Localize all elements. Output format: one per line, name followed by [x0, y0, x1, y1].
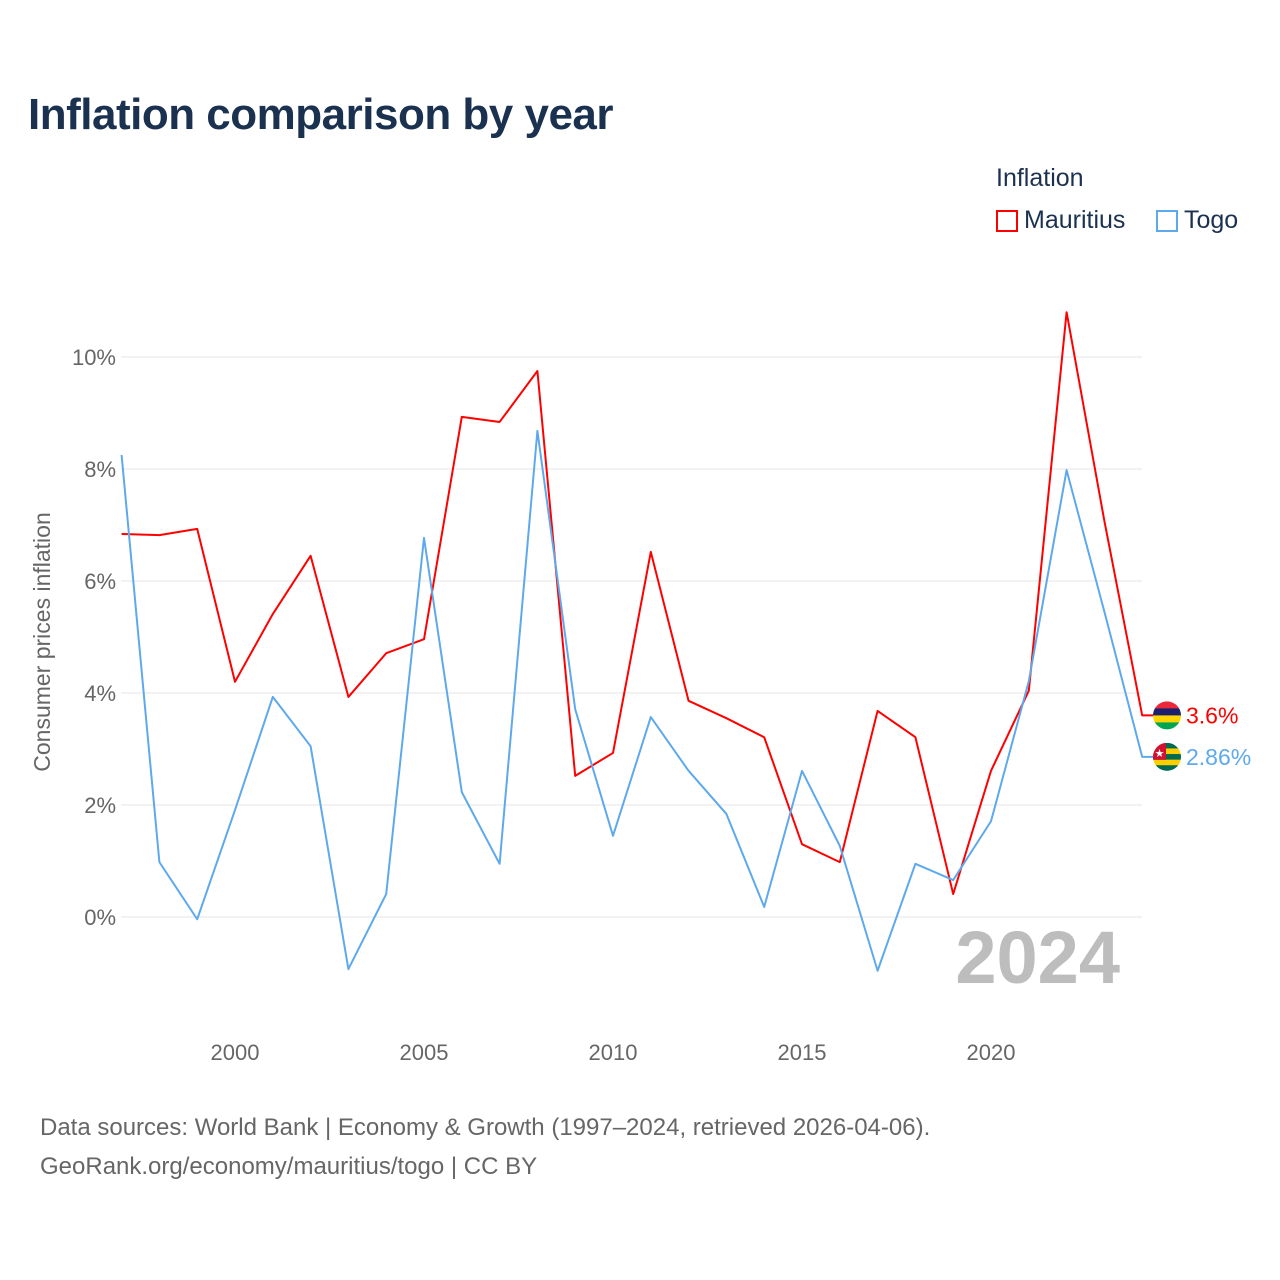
- flag-togo-icon: ★: [1153, 742, 1181, 771]
- legend-label: Mauritius: [1024, 206, 1126, 234]
- svg-text:★: ★: [1155, 748, 1165, 760]
- y-tick-label: 2%: [84, 793, 116, 818]
- x-tick-label: 2015: [778, 1040, 827, 1065]
- legend-item-togo[interactable]: Togo: [1156, 206, 1238, 235]
- y-tick-label: 4%: [84, 681, 116, 706]
- year-watermark: 2024: [955, 916, 1120, 999]
- series-line-togo: [120, 429, 1155, 972]
- series-line-mauritius: [121, 311, 1155, 896]
- footer: Data sources: World Bank | Economy & Gro…: [40, 1108, 930, 1186]
- footer-link[interactable]: GeoRank.org/economy/mauritius/togo | CC …: [40, 1153, 538, 1180]
- legend-title: Inflation: [996, 164, 1084, 192]
- legend-swatch-togo: [1156, 209, 1178, 232]
- y-tick-label: 0%: [84, 905, 116, 930]
- y-axis-label: Consumer prices inflation: [29, 512, 55, 772]
- legend-item-mauritius[interactable]: Mauritius: [996, 206, 1125, 235]
- y-tick-label: 10%: [72, 345, 116, 370]
- chart-title: Inflation comparison by year: [28, 90, 614, 139]
- end-value-label-mauritius: 3.6%: [1186, 702, 1238, 728]
- footer-sources: Data sources: World Bank | Economy & Gro…: [40, 1114, 931, 1141]
- x-tick-label: 2010: [589, 1040, 638, 1065]
- x-tick-label: 2020: [967, 1040, 1016, 1065]
- legend-swatch-mauritius: [996, 209, 1018, 232]
- flag-mauritius-icon: [1153, 701, 1181, 730]
- x-tick-label: 2005: [400, 1040, 449, 1065]
- legend-label: Togo: [1184, 206, 1239, 234]
- y-tick-label: 6%: [84, 569, 116, 594]
- x-tick-label: 2000: [211, 1040, 260, 1065]
- end-value-label-togo: 2.86%: [1186, 744, 1251, 770]
- y-tick-label: 8%: [84, 457, 116, 482]
